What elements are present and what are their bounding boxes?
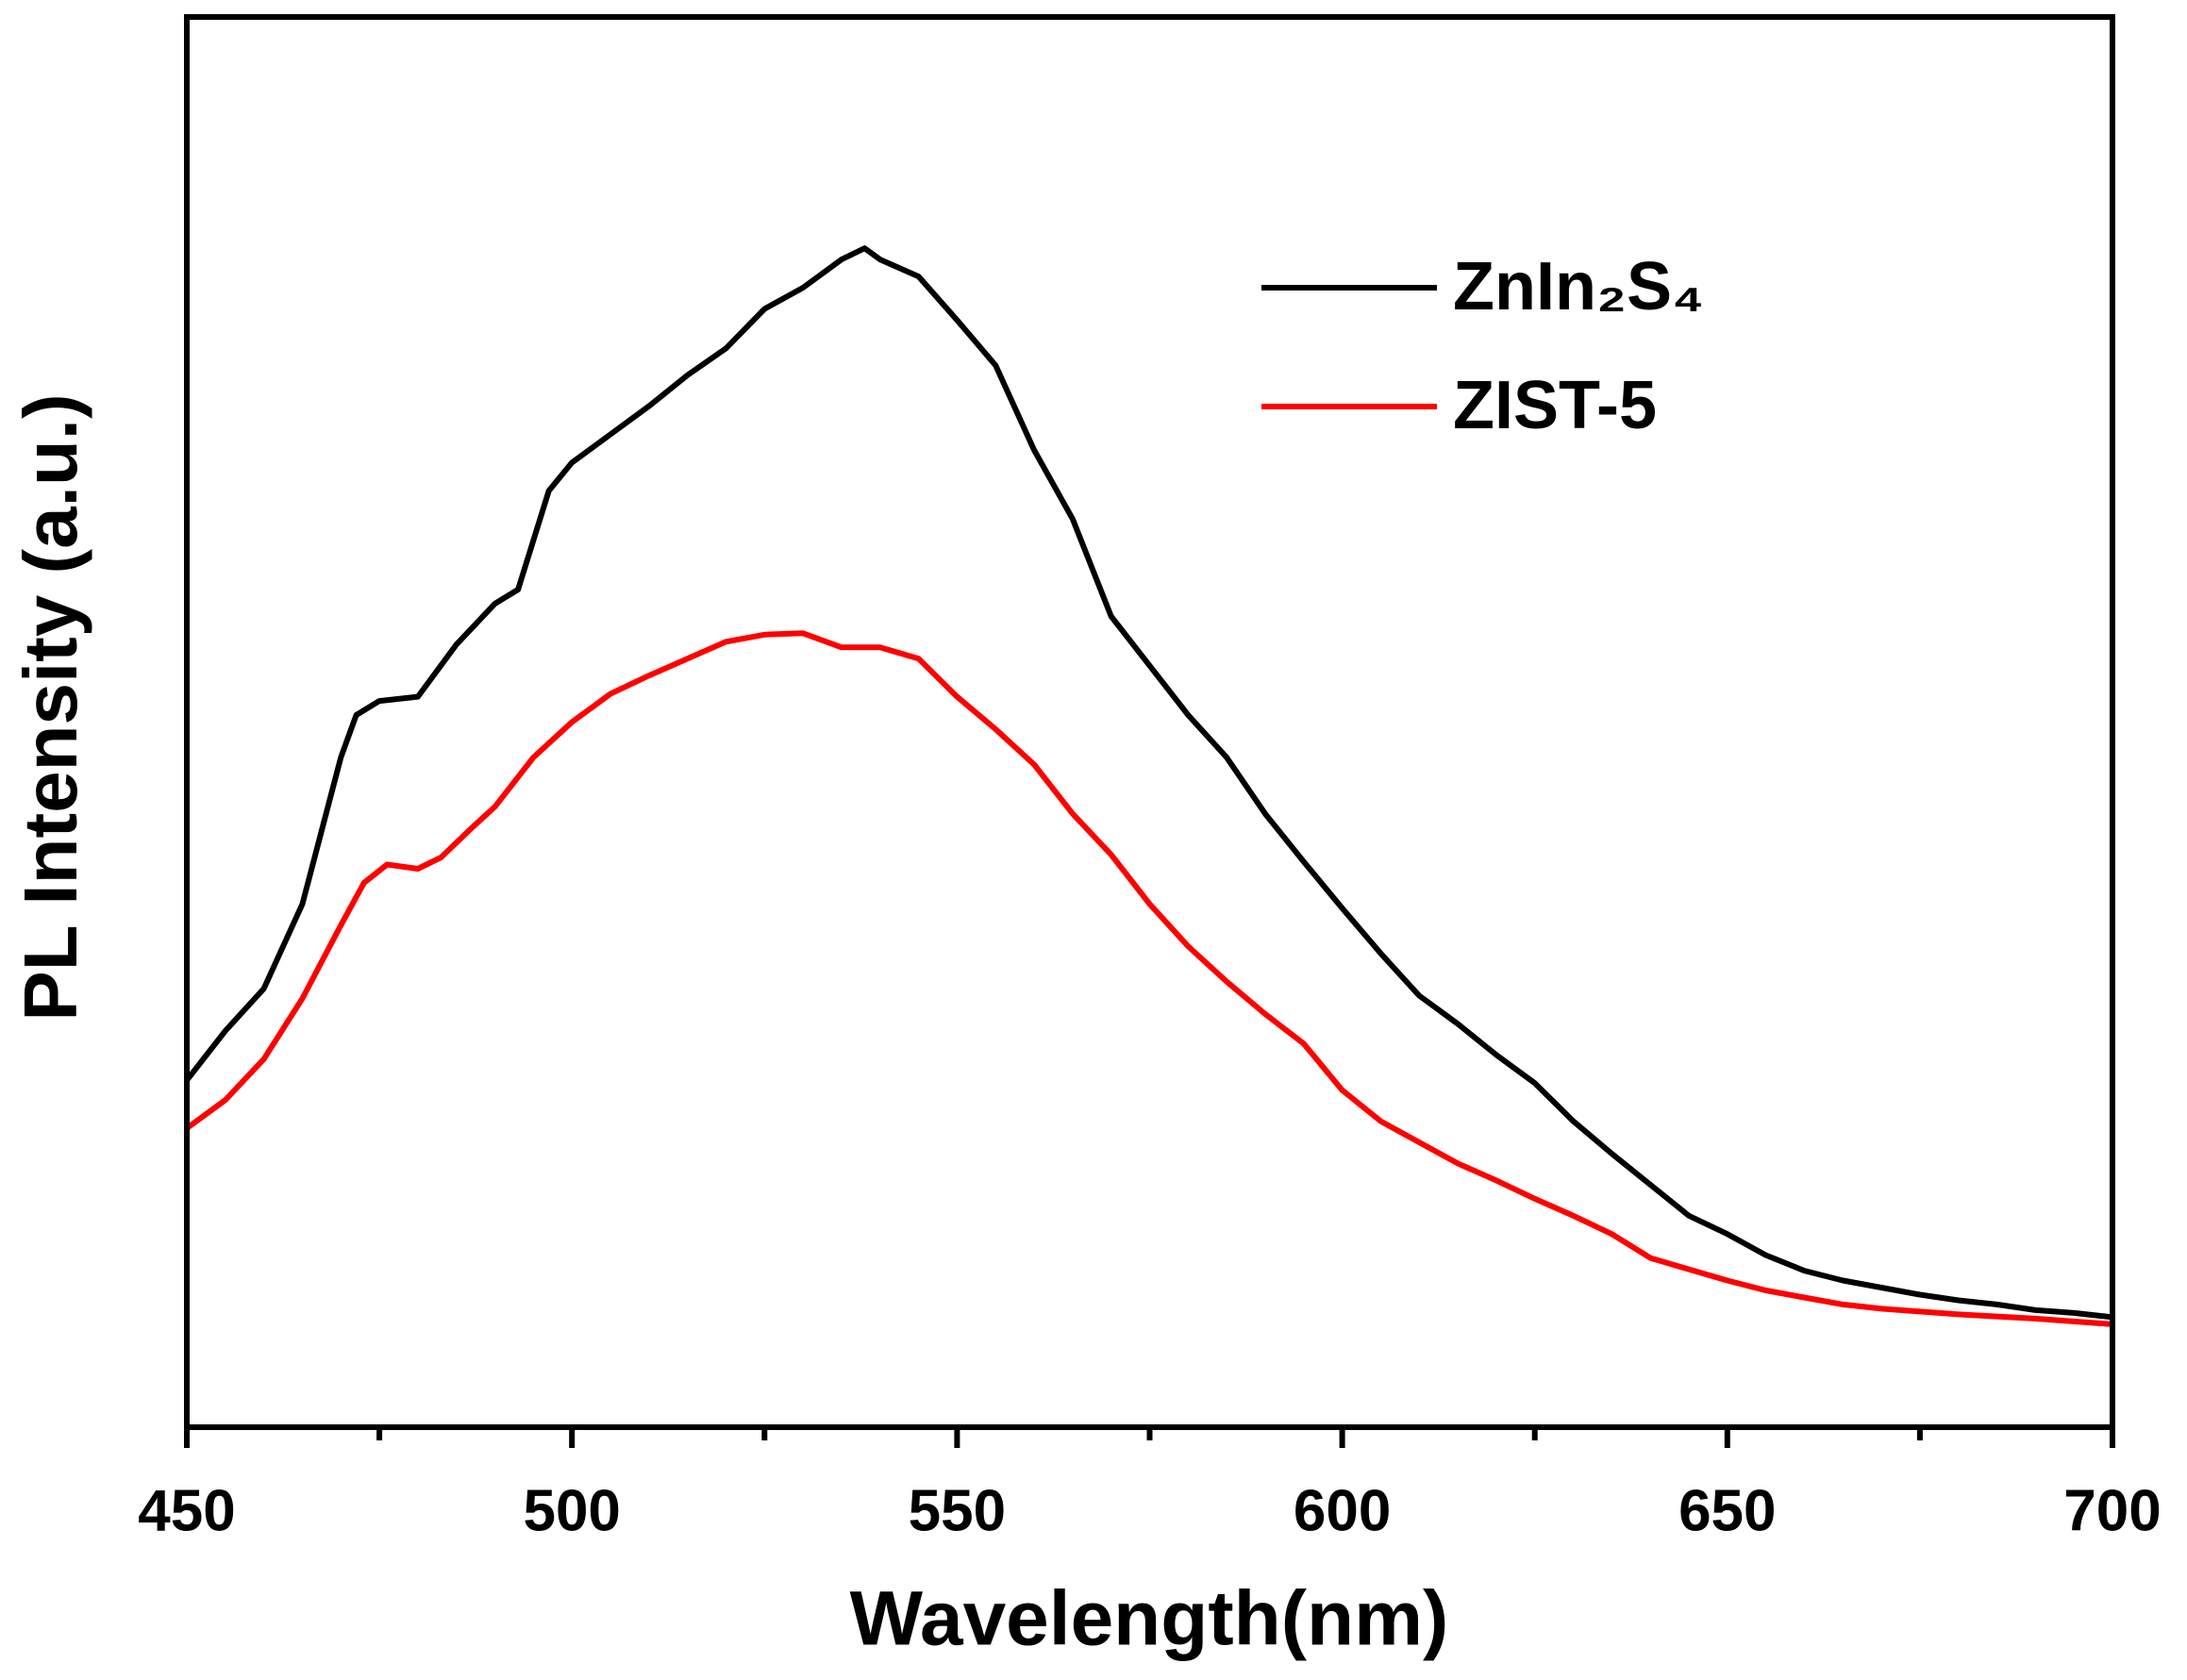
plot-frame (184, 14, 2115, 1430)
x-tick-label: 500 (523, 1478, 620, 1543)
x-tick-label: 550 (909, 1478, 1006, 1543)
y-axis-title: PL Intensity (a.u.) (8, 393, 92, 1021)
x-tick-label: 600 (1294, 1478, 1391, 1543)
legend-label: ZIST-5 (1453, 368, 1657, 443)
x-tick-label: 650 (1678, 1478, 1776, 1543)
x-tick-label: 450 (138, 1478, 235, 1543)
series-line (185, 630, 2113, 1327)
legend-label: ZnIn₂S₄ (1453, 249, 1704, 324)
series-line (184, 245, 2113, 1321)
x-axis-title: Wavelength(nm) (850, 1576, 1449, 1662)
x-tick-label: 700 (2063, 1478, 2161, 1543)
